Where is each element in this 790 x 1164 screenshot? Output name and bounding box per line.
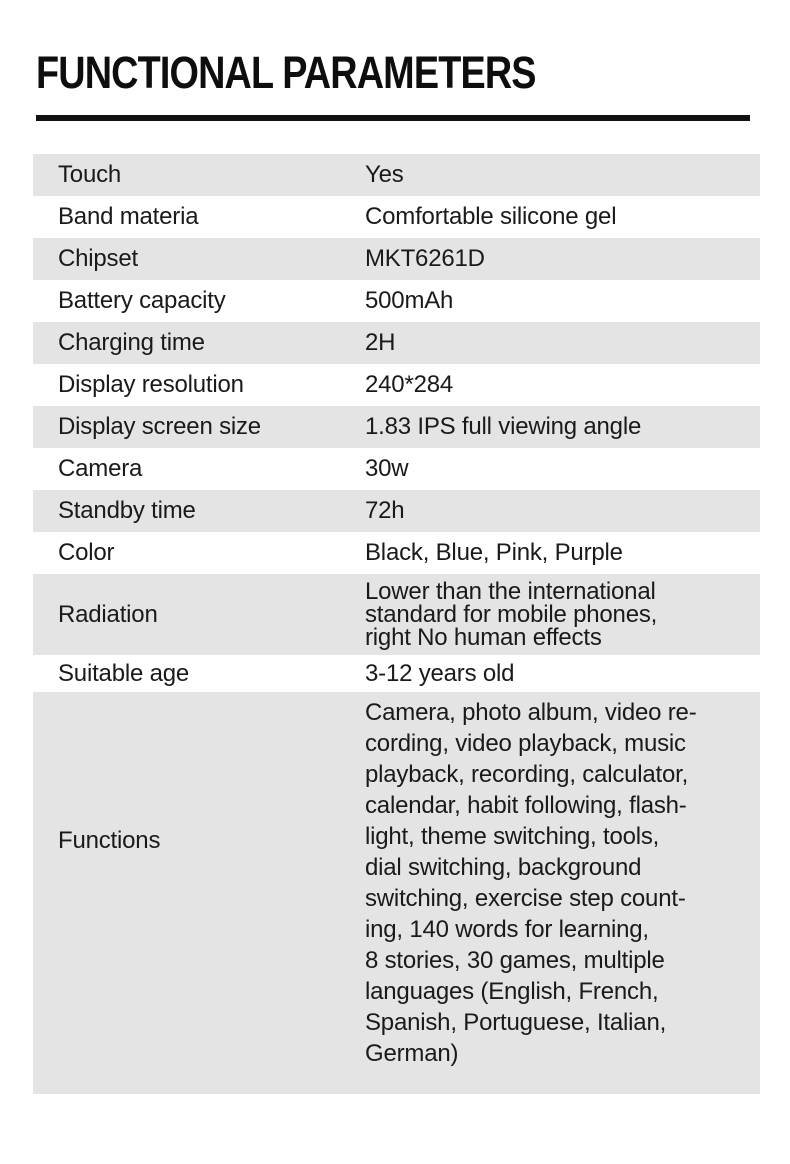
value-line: Lower than the international	[365, 578, 656, 605]
row-value: Comfortable silicone gel	[365, 203, 617, 230]
row-value: 240*284	[365, 371, 454, 398]
row-label: Display screen size	[58, 413, 261, 440]
value-line: standard for mobile phones,	[365, 601, 658, 628]
row-label: Functions	[58, 827, 161, 854]
table-row-standby-time: Standby time 72h	[33, 490, 760, 532]
value-line: ing, 140 words for learning,	[365, 916, 649, 943]
row-label: Display resolution	[58, 371, 244, 398]
table-row-suitable-age: Suitable age 3-12 years old	[33, 655, 760, 692]
row-label: Charging time	[58, 329, 205, 356]
table-row-band-material: Band materia Comfortable silicone gel	[33, 196, 760, 238]
row-label: Radiation	[58, 600, 158, 628]
row-value: Yes	[365, 161, 404, 188]
row-label: Band materia	[58, 203, 199, 230]
table-row-touch: Touch Yes	[33, 154, 760, 196]
row-value: 2H	[365, 329, 396, 356]
value-line: 8 stories, 30 games, multiple	[365, 947, 665, 974]
table-row-radiation: Radiation Lower than the international s…	[33, 574, 760, 655]
row-value: 30w	[365, 455, 409, 482]
row-value: MKT6261D	[365, 245, 485, 272]
row-value: 1.83 IPS full viewing angle	[365, 413, 642, 440]
row-value: Lower than the international standard fo…	[365, 578, 760, 651]
table-row-battery-capacity: Battery capacity 500mAh	[33, 280, 760, 322]
row-value: Black, Blue, Pink, Purple	[365, 539, 623, 566]
row-value: Camera, photo album, video re- cording, …	[365, 692, 760, 1069]
row-label: Camera	[58, 455, 143, 482]
row-label: Battery capacity	[58, 287, 226, 314]
spec-table: Touch Yes Band materia Comfortable silic…	[33, 154, 760, 1094]
row-value: 500mAh	[365, 287, 454, 314]
table-row-color: Color Black, Blue, Pink, Purple	[33, 532, 760, 574]
row-label: Touch	[58, 161, 122, 188]
value-line: switching, exercise step count-	[365, 885, 686, 912]
page-title: FUNCTIONAL PARAMETERS	[36, 47, 536, 98]
value-line: playback, recording, calculator,	[365, 761, 689, 788]
table-row-display-resolution: Display resolution 240*284	[33, 364, 760, 406]
value-line: right No human effects	[365, 624, 602, 651]
value-line: cording, video playback, music	[365, 730, 686, 757]
value-line: Spanish, Portuguese, Italian,	[365, 1009, 667, 1036]
table-row-display-screen-size: Display screen size 1.83 IPS full viewin…	[33, 406, 760, 448]
value-line: calendar, habit following, flash-	[365, 792, 687, 819]
row-label: Suitable age	[58, 659, 190, 687]
title-divider	[36, 115, 750, 121]
value-line: German)	[365, 1040, 459, 1067]
row-label: Chipset	[58, 245, 138, 272]
row-value: 72h	[365, 497, 405, 524]
row-label: Standby time	[58, 497, 196, 524]
table-row-charging-time: Charging time 2H	[33, 322, 760, 364]
value-line: languages (English, French,	[365, 978, 659, 1005]
table-row-chipset: Chipset MKT6261D	[33, 238, 760, 280]
row-label: Color	[58, 539, 115, 566]
value-line: dial switching, background	[365, 854, 642, 881]
row-value: 3-12 years old	[365, 659, 515, 687]
table-row-camera: Camera 30w	[33, 448, 760, 490]
value-line: Camera, photo album, video re-	[365, 699, 697, 726]
table-row-functions: Functions Camera, photo album, video re-…	[33, 692, 760, 1094]
value-line: light, theme switching, tools,	[365, 823, 660, 850]
